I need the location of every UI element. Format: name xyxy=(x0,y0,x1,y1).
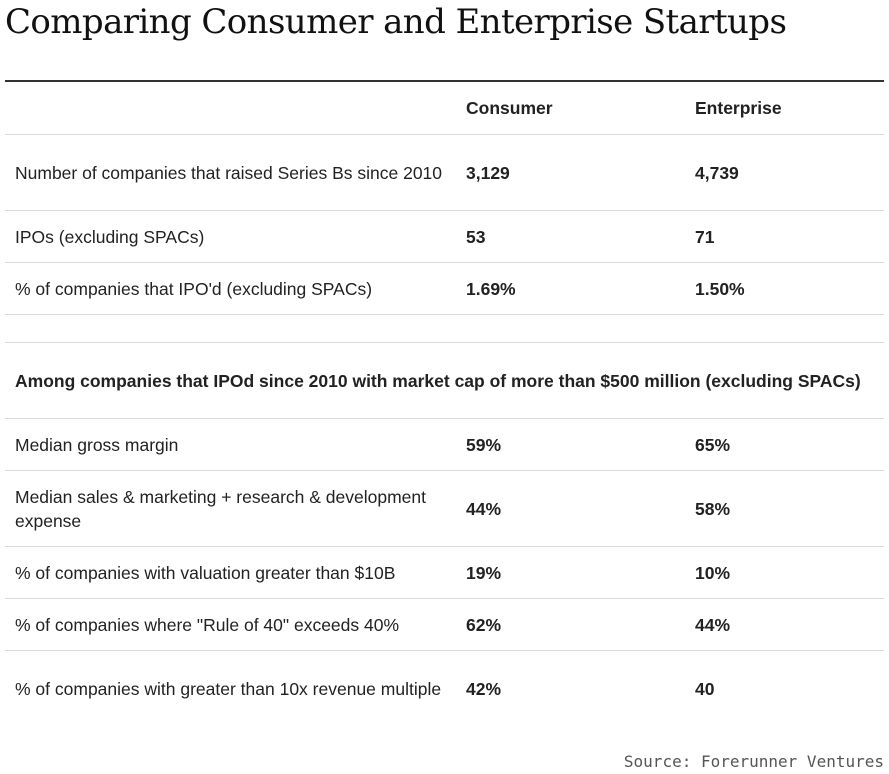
table-header-row: Consumer Enterprise xyxy=(5,82,884,135)
column-header-enterprise: Enterprise xyxy=(695,98,782,118)
consumer-value: 59% xyxy=(466,434,502,455)
row-label: Median sales & marketing + research & de… xyxy=(15,486,426,531)
consumer-value: 19% xyxy=(466,562,502,583)
section-header-row: Among companies that IPOd since 2010 wit… xyxy=(5,343,884,419)
enterprise-value: 4,739 xyxy=(695,162,739,183)
consumer-value: 3,129 xyxy=(466,162,510,183)
row-label: % of companies that IPO'd (excluding SPA… xyxy=(15,278,373,299)
consumer-value: 62% xyxy=(466,614,502,635)
enterprise-value: 10% xyxy=(695,562,731,583)
consumer-value: 53 xyxy=(466,226,486,247)
table-row: Number of companies that raised Series B… xyxy=(5,135,884,211)
table-spacer xyxy=(5,315,884,343)
row-label: % of companies where "Rule of 40" exceed… xyxy=(15,614,400,635)
page-title: Comparing Consumer and Enterprise Startu… xyxy=(5,2,787,42)
table-row: % of companies where "Rule of 40" exceed… xyxy=(5,599,884,651)
table-row: Median sales & marketing + research & de… xyxy=(5,471,884,547)
row-label: Median gross margin xyxy=(15,434,179,455)
column-header-consumer: Consumer xyxy=(466,98,553,118)
row-label: IPOs (excluding SPACs) xyxy=(15,226,205,247)
table-row: % of companies with valuation greater th… xyxy=(5,547,884,599)
enterprise-value: 44% xyxy=(695,614,731,635)
row-label: Number of companies that raised Series B… xyxy=(15,162,443,183)
enterprise-value: 1.50% xyxy=(695,278,745,299)
enterprise-value: 65% xyxy=(695,434,731,455)
consumer-value: 42% xyxy=(466,679,502,699)
section-label: Among companies that IPOd since 2010 wit… xyxy=(15,370,861,391)
source-credit: Source: Forerunner Ventures xyxy=(623,752,884,771)
table-row: % of companies that IPO'd (excluding SPA… xyxy=(5,263,884,315)
enterprise-value: 71 xyxy=(695,226,715,247)
row-label: % of companies with greater than 10x rev… xyxy=(15,679,442,699)
enterprise-value: 40 xyxy=(695,679,715,699)
table-row: % of companies with greater than 10x rev… xyxy=(5,651,884,727)
consumer-value: 44% xyxy=(466,498,502,519)
row-label: % of companies with valuation greater th… xyxy=(15,562,396,583)
table-row: Median gross margin 59% 65% xyxy=(5,419,884,471)
table-row: IPOs (excluding SPACs) 53 71 xyxy=(5,211,884,263)
title-divider xyxy=(5,80,884,82)
consumer-value: 1.69% xyxy=(466,278,516,299)
enterprise-value: 58% xyxy=(695,498,731,519)
